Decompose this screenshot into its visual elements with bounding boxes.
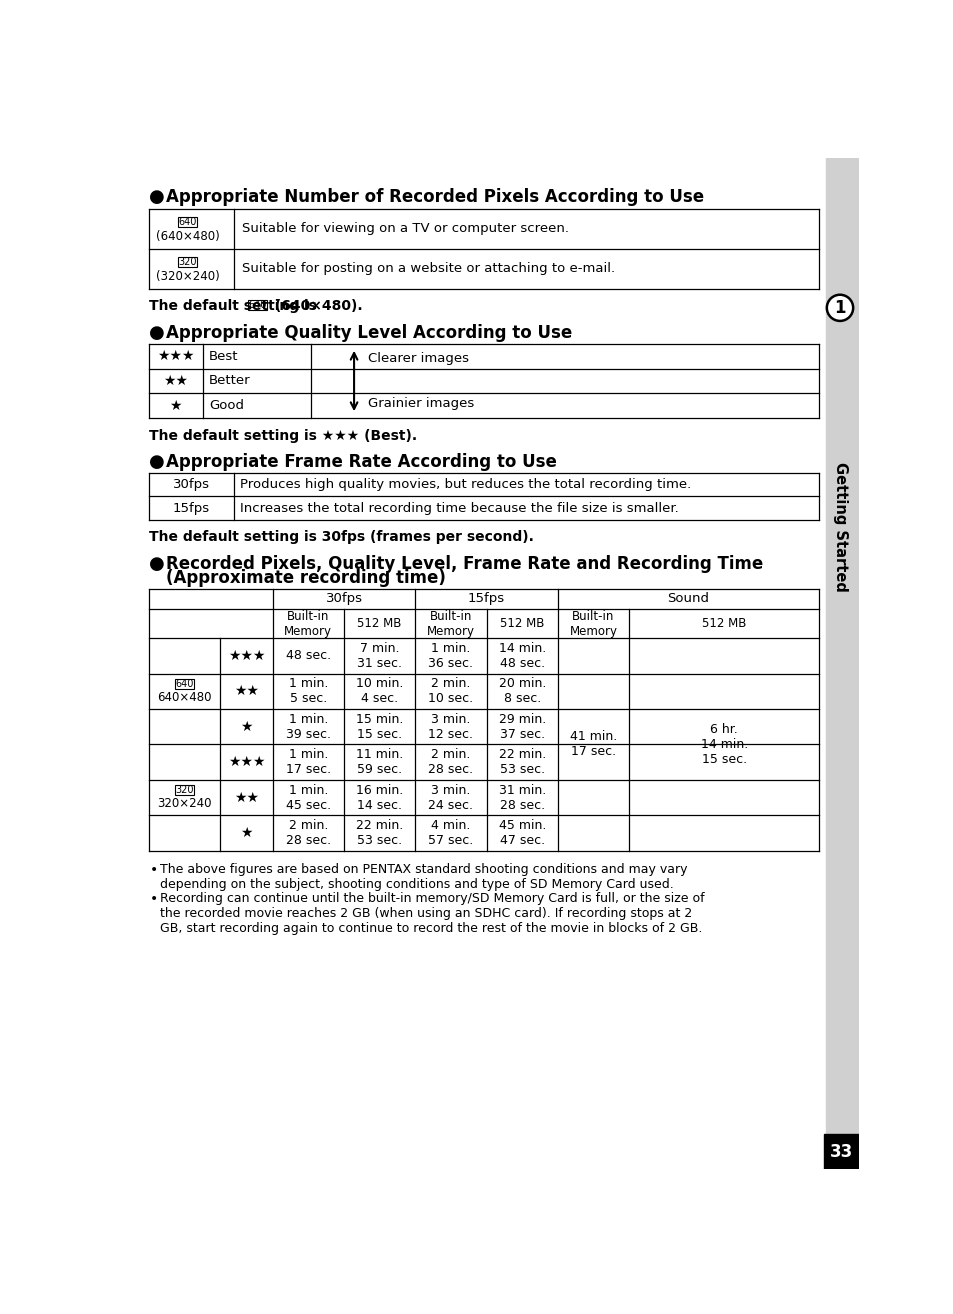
Text: (Approximate recording time): (Approximate recording time) — [166, 569, 445, 587]
Text: 16 min.
14 sec.: 16 min. 14 sec. — [355, 783, 403, 812]
Bar — [174, 678, 193, 689]
Text: 15fps: 15fps — [468, 593, 505, 606]
Text: 15fps: 15fps — [172, 502, 210, 515]
Text: 640: 640 — [248, 300, 266, 310]
Text: 640: 640 — [178, 217, 196, 227]
Text: 41 min.
17 sec.: 41 min. 17 sec. — [569, 731, 617, 758]
Text: 1 min.
45 sec.: 1 min. 45 sec. — [286, 783, 331, 812]
Text: Best: Best — [209, 350, 238, 363]
Text: 30fps: 30fps — [172, 478, 210, 491]
Text: 320: 320 — [175, 784, 193, 795]
Text: (640×480).: (640×480). — [270, 300, 362, 313]
Text: 2 min.
28 sec.: 2 min. 28 sec. — [428, 748, 473, 777]
Text: The default setting is ★★★ (Best).: The default setting is ★★★ (Best). — [149, 428, 416, 443]
Text: Getting Started: Getting Started — [832, 463, 847, 593]
Text: Better: Better — [209, 374, 251, 388]
Text: 15 min.
15 sec.: 15 min. 15 sec. — [355, 712, 403, 741]
Text: •: • — [150, 892, 158, 907]
Bar — [823, 1134, 858, 1169]
Text: Appropriate Frame Rate According to Use: Appropriate Frame Rate According to Use — [166, 453, 556, 472]
Text: ●: ● — [149, 325, 164, 342]
Text: 640: 640 — [175, 678, 193, 689]
Text: 22 min.
53 sec.: 22 min. 53 sec. — [355, 819, 403, 848]
Text: 7 min.
31 sec.: 7 min. 31 sec. — [356, 641, 402, 670]
Text: ★: ★ — [240, 720, 253, 733]
Text: ●: ● — [149, 555, 164, 573]
Text: 14 min.
48 sec.: 14 min. 48 sec. — [498, 641, 545, 670]
Text: (320×240): (320×240) — [155, 269, 219, 283]
Text: The default setting is: The default setting is — [149, 300, 321, 313]
Text: 22 min.
53 sec.: 22 min. 53 sec. — [498, 748, 545, 777]
Text: 45 min.
47 sec.: 45 min. 47 sec. — [498, 819, 545, 848]
Text: Appropriate Quality Level According to Use: Appropriate Quality Level According to U… — [166, 325, 572, 342]
Text: ★: ★ — [170, 398, 182, 413]
Text: 512 MB: 512 MB — [499, 618, 544, 629]
Text: Built-in
Memory: Built-in Memory — [284, 610, 332, 637]
Text: 512 MB: 512 MB — [357, 618, 401, 629]
Bar — [178, 258, 196, 268]
Text: Recorded Pixels, Quality Level, Frame Rate and Recording Time: Recorded Pixels, Quality Level, Frame Ra… — [166, 555, 762, 573]
Text: 31 min.
28 sec.: 31 min. 28 sec. — [498, 783, 545, 812]
Text: ★★: ★★ — [233, 791, 258, 804]
Text: Suitable for posting on a website or attaching to e-mail.: Suitable for posting on a website or att… — [241, 261, 614, 275]
Text: 30fps: 30fps — [325, 593, 362, 606]
Text: Sound: Sound — [667, 593, 709, 606]
Text: 33: 33 — [829, 1143, 852, 1160]
Text: 320: 320 — [178, 258, 196, 268]
Text: 2 min.
10 sec.: 2 min. 10 sec. — [428, 677, 473, 706]
Text: 1: 1 — [833, 298, 845, 317]
Text: 2 min.
28 sec.: 2 min. 28 sec. — [286, 819, 331, 848]
Text: ★★★: ★★★ — [157, 350, 194, 364]
Text: 3 min.
24 sec.: 3 min. 24 sec. — [428, 783, 473, 812]
Text: 1 min.
36 sec.: 1 min. 36 sec. — [428, 641, 473, 670]
Text: 1 min.
5 sec.: 1 min. 5 sec. — [289, 677, 328, 706]
Text: 3 min.
12 sec.: 3 min. 12 sec. — [428, 712, 473, 741]
Text: Recording can continue until the built-in memory/SD Memory Card is full, or the : Recording can continue until the built-i… — [159, 892, 703, 936]
Circle shape — [826, 294, 852, 321]
Text: 4 min.
57 sec.: 4 min. 57 sec. — [428, 819, 473, 848]
Text: 11 min.
59 sec.: 11 min. 59 sec. — [355, 748, 403, 777]
Text: ★★★: ★★★ — [228, 756, 265, 769]
Text: 640×480: 640×480 — [157, 691, 212, 704]
Bar — [174, 784, 193, 795]
Text: ★★: ★★ — [233, 685, 258, 698]
Text: ★★: ★★ — [163, 374, 188, 388]
Text: Clearer images: Clearer images — [368, 352, 469, 365]
Text: The above figures are based on PENTAX standard shooting conditions and may vary
: The above figures are based on PENTAX st… — [159, 863, 686, 891]
Text: Grainier images: Grainier images — [368, 397, 474, 410]
Bar — [248, 300, 266, 310]
Text: 48 sec.: 48 sec. — [286, 649, 331, 662]
Text: ●: ● — [149, 188, 164, 206]
Text: The default setting is 30fps (frames per second).: The default setting is 30fps (frames per… — [149, 531, 533, 544]
Bar — [825, 158, 858, 1169]
Text: 20 min.
8 sec.: 20 min. 8 sec. — [498, 677, 545, 706]
Text: 10 min.
4 sec.: 10 min. 4 sec. — [355, 677, 403, 706]
Text: ●: ● — [149, 453, 164, 472]
Text: ★: ★ — [240, 827, 253, 840]
Text: 6 hr.
14 min.
15 sec.: 6 hr. 14 min. 15 sec. — [700, 723, 747, 766]
Text: Appropriate Number of Recorded Pixels According to Use: Appropriate Number of Recorded Pixels Ac… — [166, 188, 703, 206]
Text: 320×240: 320×240 — [157, 798, 212, 811]
Text: ★★★: ★★★ — [228, 649, 265, 662]
Text: Built-in
Memory: Built-in Memory — [569, 610, 617, 637]
Text: (640×480): (640×480) — [155, 230, 219, 243]
Text: Increases the total recording time because the file size is smaller.: Increases the total recording time becau… — [240, 502, 679, 515]
Text: 1 min.
39 sec.: 1 min. 39 sec. — [286, 712, 331, 741]
Text: •: • — [150, 863, 158, 876]
Text: Built-in
Memory: Built-in Memory — [427, 610, 475, 637]
Bar — [178, 217, 196, 227]
Text: 29 min.
37 sec.: 29 min. 37 sec. — [498, 712, 545, 741]
Text: Good: Good — [209, 399, 244, 413]
Text: Suitable for viewing on a TV or computer screen.: Suitable for viewing on a TV or computer… — [241, 222, 568, 235]
Text: 1 min.
17 sec.: 1 min. 17 sec. — [286, 748, 331, 777]
Text: Produces high quality movies, but reduces the total recording time.: Produces high quality movies, but reduce… — [240, 478, 691, 491]
Text: 512 MB: 512 MB — [701, 618, 745, 629]
